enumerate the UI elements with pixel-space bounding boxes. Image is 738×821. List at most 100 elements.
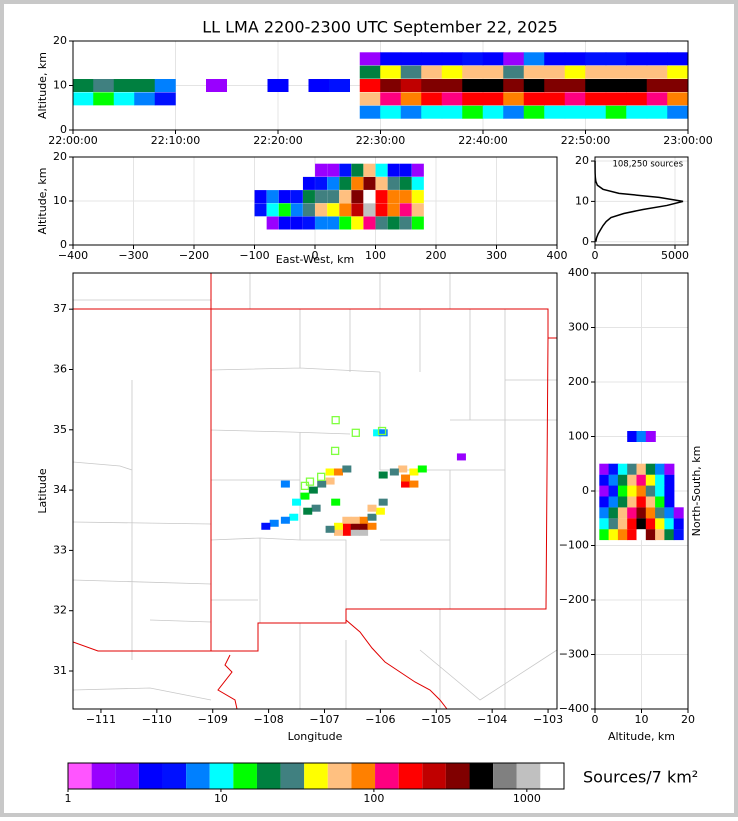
density-cell [655,463,666,475]
colorbar-swatch [115,763,139,789]
density-cell [317,480,327,488]
density-cell [608,485,619,497]
density-cell [339,176,352,190]
density-cell [626,52,648,66]
density-cell [655,529,666,541]
density-cell [564,79,586,92]
colorbar-tick-label: 10 [214,792,228,805]
density-cell [327,163,340,177]
density-cell [608,463,619,475]
density-cell [72,79,94,92]
density-cell [342,522,352,530]
colorbar-swatch [445,763,470,789]
density-cell [421,65,443,79]
density-cell [523,65,545,79]
density-cell [655,485,666,497]
x-tick-label: 22:40:00 [458,134,507,147]
density-cell [608,474,619,486]
density-cell [154,79,176,92]
density-cell [375,176,388,190]
density-cell [664,474,675,486]
density-cell [387,203,400,217]
density-cell [646,52,668,66]
density-cell [278,190,291,204]
density-cell [617,463,628,475]
density-cell [278,203,291,217]
density-cell [462,65,484,79]
y-tick-label: 20 [575,154,589,167]
colorbar-swatch [351,763,376,789]
density-cell [585,79,607,92]
colorbar-swatch [280,763,305,789]
density-cell [564,52,586,66]
y-tick-label: 10 [53,79,67,92]
density-cell [400,92,422,106]
density-cell [523,105,545,119]
density-cell [351,176,364,190]
colorbar-swatch [233,763,257,789]
density-cell [417,465,427,473]
panel-frame [72,156,558,246]
density-cell [367,513,377,521]
density-cell [378,429,388,437]
density-cell [333,522,343,530]
density-cell [441,79,463,92]
colorbar-swatch [138,763,163,789]
density-cell [645,474,656,486]
density-cell [655,496,666,508]
density-cell [636,431,647,442]
background [4,4,734,813]
station [305,477,315,486]
density-cell [411,176,424,190]
density-cell [645,485,656,497]
density-cell [645,518,656,530]
x-axis-label: Altitude, km [608,730,675,743]
density-cell [503,92,525,106]
density-cell [351,163,364,177]
density-cell [523,52,545,66]
colorbar-swatch [327,763,352,789]
density-cell [636,507,647,519]
x-tick-label: 5000 [661,249,689,262]
density-cell [673,529,684,541]
density-cell [411,190,424,204]
x-tick-label: −400 [58,249,88,262]
y-tick-label: 32 [53,604,67,617]
y-axis-label: Altitude, km [36,167,49,234]
density-cell [503,79,525,92]
density-cell [315,216,328,230]
density-cell [380,92,402,106]
station [331,415,340,425]
panel-frame [72,272,558,710]
density-cell [626,105,648,119]
density-cell [400,79,422,92]
y-tick-label: 36 [53,362,67,375]
station [316,472,326,481]
density-cell [266,216,279,230]
density-cell [363,163,376,177]
density-cell [626,65,648,79]
density-cell [664,485,675,497]
density-cell [378,498,388,506]
density-cell [380,105,402,119]
x-tick-label: 20 [681,713,695,726]
y-tick-label: 0 [60,123,67,136]
density-cell [380,52,402,66]
y-tick-label: 200 [568,375,589,388]
density-cell [664,529,675,541]
x-tick-label: −106 [365,713,395,726]
density-cell [278,216,291,230]
density-cell [409,468,419,476]
density-cell [673,507,684,519]
density-cell [302,190,315,204]
density-cell [627,496,638,508]
density-cell [308,79,330,92]
x-tick-label: 100 [365,249,386,262]
density-cell [363,216,376,230]
x-tick-label: −111 [86,713,116,726]
density-cell [302,203,315,217]
station [377,426,387,436]
density-cell [441,105,463,119]
density-cell [350,522,360,530]
density-cell [608,529,619,541]
